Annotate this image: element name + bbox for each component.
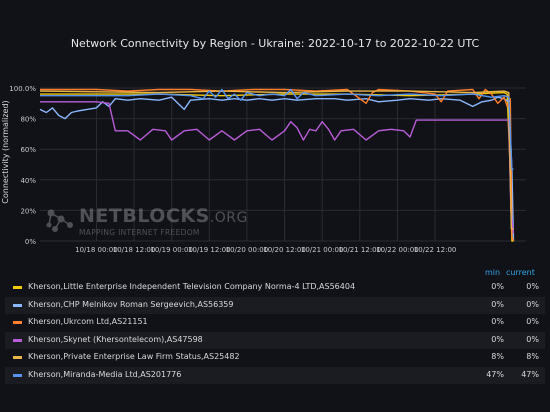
legend-swatch: [13, 338, 22, 342]
series-lines: [39, 88, 515, 242]
legend-swatch: [13, 303, 22, 307]
legend-series-name: Kherson,Ukrcom Ltd,AS21151: [28, 317, 148, 326]
x-tick-label: 10/21 12:00: [339, 246, 382, 254]
legend-row[interactable]: Kherson,Little Enterprise Independent Te…: [5, 279, 545, 296]
legend-row[interactable]: Kherson,Private Enterprise Law Firm Stat…: [5, 349, 545, 366]
grid: [40, 87, 526, 242]
legend-row[interactable]: Kherson,Miranda-Media Ltd,AS201776 47% 47%: [5, 366, 545, 384]
legend-series-name: Kherson,Little Enterprise Independent Te…: [28, 282, 356, 291]
legend-swatch: [13, 373, 22, 377]
x-tick-label: 10/18 00:00: [75, 246, 118, 254]
watermark-name: NETBLOCKS.ORG: [79, 205, 248, 227]
x-tick-label: 10/19 12:00: [188, 246, 231, 254]
legend-current-value: 0%: [526, 299, 539, 309]
y-tick-label: 60%: [20, 146, 36, 154]
series-line-2: [39, 96, 515, 242]
legend-min-value: 0%: [491, 317, 504, 326]
chart-title: Network Connectivity by Region - Ukraine…: [70, 37, 480, 50]
legend-row[interactable]: Kherson,Ukrcom Ltd,AS21151 0% 0%: [5, 314, 545, 331]
y-axis-label: Connectivity (normalized): [1, 100, 10, 203]
legend-header-min[interactable]: min: [485, 268, 501, 277]
y-tick-label: 80%: [20, 116, 36, 124]
y-axis-ticks: 0% 20% 40% 60% 80% 100.0%: [9, 85, 36, 246]
legend-swatch: [13, 286, 22, 289]
watermark-tagline: MAPPING INTERNET FREEDOM: [79, 228, 200, 237]
legend-current-value: 0%: [526, 334, 539, 344]
y-tick-label: 100.0%: [9, 85, 36, 93]
netblocks-logo-icon: [46, 209, 73, 232]
x-tick-label: 10/18 12:00: [113, 246, 156, 254]
series-line-6: [40, 88, 514, 170]
legend-header-current[interactable]: current: [506, 268, 535, 277]
legend-min-value: 0%: [491, 299, 504, 309]
legend-series-name: Kherson,Private Enterprise Law Firm Stat…: [28, 352, 240, 361]
legend-min-value: 0%: [491, 282, 504, 291]
legend-min-value: 47%: [486, 369, 504, 379]
legend-current-value: 0%: [526, 282, 539, 291]
legend-current-value: 8%: [526, 352, 539, 361]
legend-current-value: 47%: [521, 369, 539, 379]
x-tick-label: 10/21 00:00: [301, 246, 344, 254]
y-tick-label: 20%: [20, 207, 36, 215]
y-tick-label: 0%: [25, 238, 36, 246]
series-line-4: [40, 101, 515, 234]
x-tick-label: 10/19 00:00: [150, 246, 193, 254]
series-line-5: [39, 90, 514, 230]
legend-swatch: [13, 321, 22, 324]
legend-row[interactable]: Kherson,CHP Melnikov Roman Sergeevich,AS…: [5, 296, 545, 314]
legend-series-name: Kherson,Miranda-Media Ltd,AS201776: [28, 369, 182, 379]
legend-series-name: Kherson,CHP Melnikov Roman Sergeevich,AS…: [28, 299, 234, 309]
x-tick-label: 10/22 12:00: [414, 246, 457, 254]
x-tick-label: 10/20 12:00: [263, 246, 306, 254]
y-tick-label: 40%: [20, 177, 36, 185]
legend-swatch: [13, 356, 22, 359]
x-tick-label: 10/20 00:00: [226, 246, 269, 254]
legend-current-value: 0%: [526, 317, 539, 326]
legend-series-name: Kherson,Skynet (Khersontelecom),AS47598: [28, 334, 203, 344]
legend-min-value: 8%: [491, 352, 504, 361]
x-tick-label: 10/22 00:00: [376, 246, 419, 254]
legend-min-value: 0%: [491, 334, 504, 344]
legend-row[interactable]: Kherson,Skynet (Khersontelecom),AS47598 0…: [5, 331, 545, 349]
netblocks-watermark: NETBLOCKS.ORG MAPPING INTERNET FREEDOM: [43, 205, 247, 241]
